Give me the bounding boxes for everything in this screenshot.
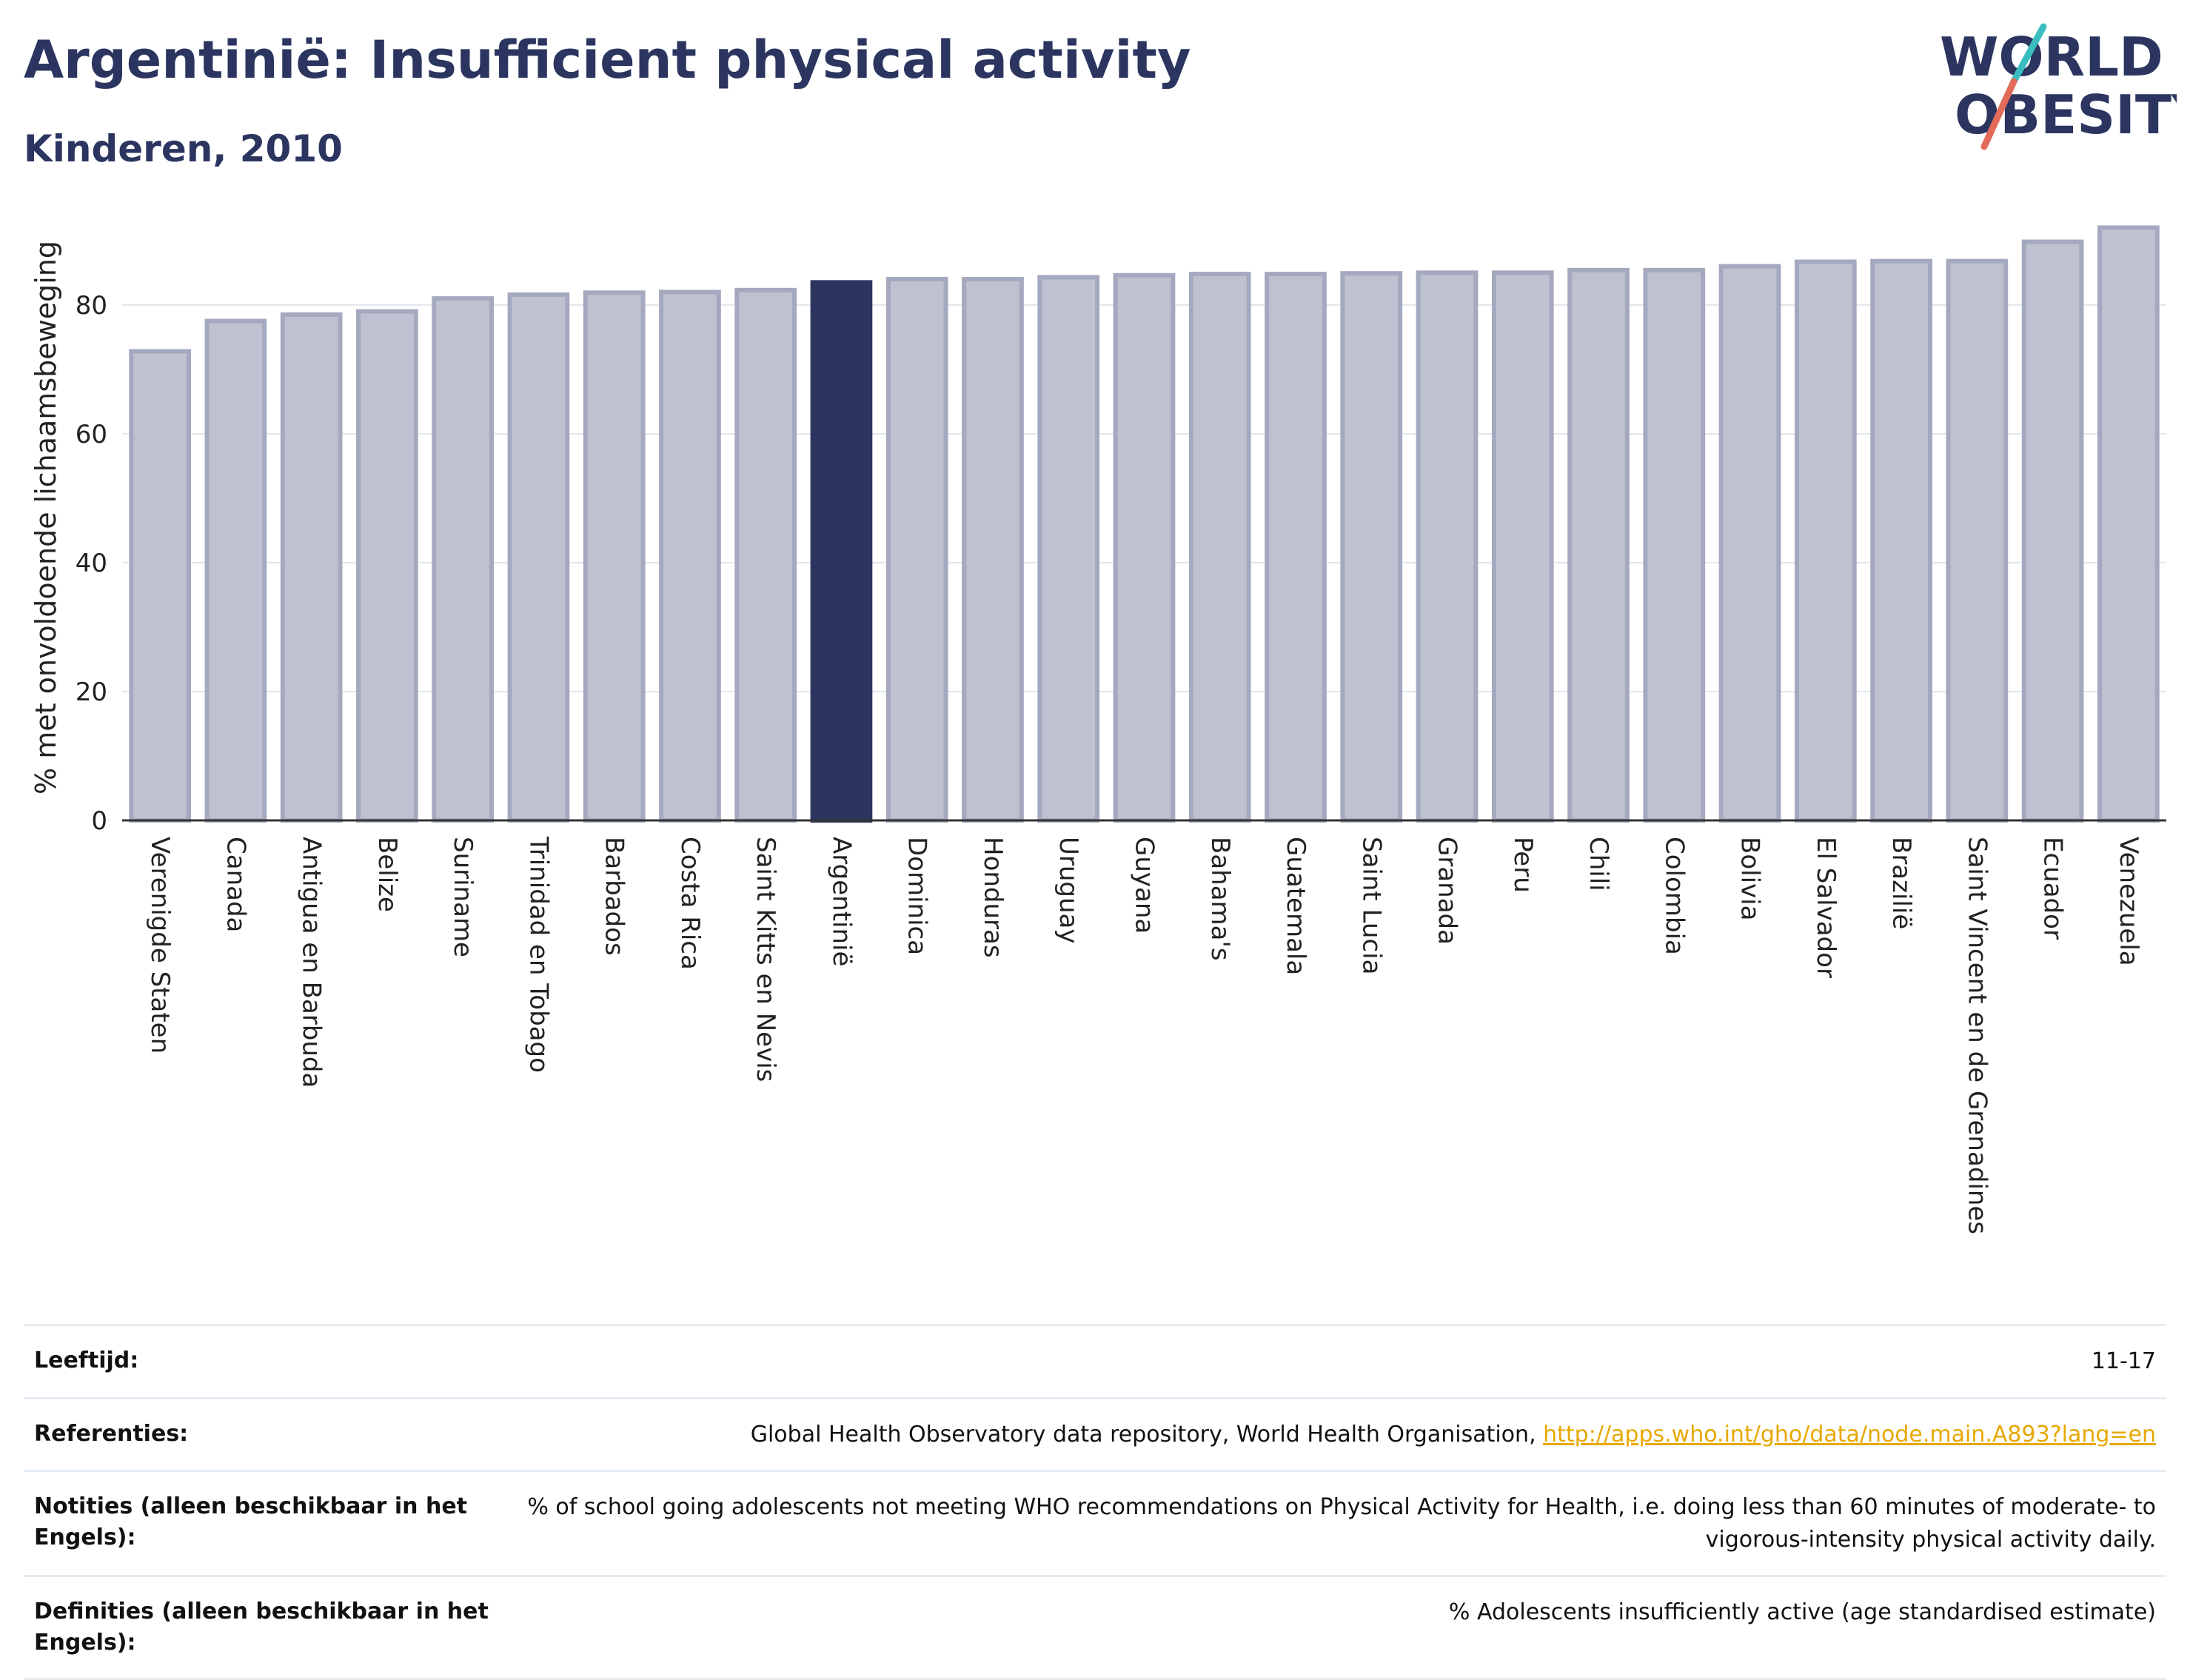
x-tick-label: Trinidad en Tobago bbox=[523, 836, 553, 1073]
x-tick-label: Saint Kitts en Nevis bbox=[751, 837, 780, 1082]
y-tick-label: 80 bbox=[76, 291, 107, 321]
bar-verenigde-staten[interactable] bbox=[129, 349, 191, 823]
meta-row-notes: Notities (alleen beschikbaar in het Enge… bbox=[24, 1470, 2166, 1575]
x-tick-label: Bahama's bbox=[1205, 837, 1235, 961]
world-obesity-logo[interactable]: WORLD OBESITY bbox=[1925, 22, 2190, 155]
meta-value: % of school going adolescents not meetin… bbox=[527, 1494, 2156, 1553]
x-tick-label: Guyana bbox=[1130, 837, 1159, 934]
meta-row-definitions: Definities (alleen beschikbaar in het En… bbox=[24, 1575, 2166, 1680]
meta-value: 11-17 bbox=[2091, 1348, 2156, 1374]
bar-dominica[interactable] bbox=[885, 277, 948, 823]
x-tick-label: Ecuador bbox=[2038, 837, 2068, 940]
x-tick-label: Costa Rica bbox=[675, 837, 705, 970]
bar-saint-lucia[interactable] bbox=[1340, 271, 1403, 823]
y-tick-label: 20 bbox=[76, 677, 107, 707]
y-tick-label: 60 bbox=[76, 420, 107, 449]
x-tick-label: El Salvador bbox=[1811, 837, 1841, 978]
x-tick-label: Dominica bbox=[903, 837, 932, 955]
bar-saint-vincent-en-de-grenadines[interactable] bbox=[1946, 258, 2009, 823]
bar-guatemala[interactable] bbox=[1265, 272, 1327, 823]
bar-brazili-[interactable] bbox=[1870, 258, 1932, 823]
bar-bolivia[interactable] bbox=[1718, 264, 1781, 823]
x-tick-label: Antigua en Barbuda bbox=[297, 837, 327, 1088]
svg-text:OBESITY: OBESITY bbox=[1955, 84, 2177, 146]
x-tick-label: Canada bbox=[221, 837, 250, 932]
x-tick-label: Suriname bbox=[448, 837, 478, 957]
bar-chart: 0 20 40 60 80 % met onvoldoende lichaamsbeweg… bbox=[30, 225, 2166, 1234]
reference-link[interactable]: http://apps.who.int/gho/data/node.main.A… bbox=[1543, 1421, 2156, 1448]
x-tick-label: Honduras bbox=[978, 837, 1008, 958]
reference-text: Global Health Observatory data repositor… bbox=[750, 1421, 1544, 1448]
x-tick-label: Colombia bbox=[1659, 837, 1689, 955]
bar-honduras[interactable] bbox=[962, 277, 1024, 823]
bar-trinidad-en-tobago[interactable] bbox=[507, 292, 570, 823]
bar-granada[interactable] bbox=[1416, 270, 1479, 823]
bar-suriname[interactable] bbox=[432, 296, 495, 823]
x-tick-label: Brazilië bbox=[1886, 837, 1916, 929]
meta-label: Definities (alleen beschikbaar in het En… bbox=[34, 1599, 489, 1656]
svg-text:WORLD: WORLD bbox=[1940, 26, 2163, 88]
y-tick-label: 0 bbox=[91, 806, 107, 836]
bar-barbados[interactable] bbox=[583, 290, 646, 823]
x-tick-label: Bolivia bbox=[1735, 837, 1765, 920]
x-tick-label: Argentinië bbox=[826, 837, 856, 966]
bar-venezuela[interactable] bbox=[2097, 225, 2160, 823]
metadata-table: Leeftijd: 11-17 Referenties: Global Heal… bbox=[24, 1324, 2166, 1680]
x-tick-label: Saint Vincent en de Grenadines bbox=[1962, 837, 1992, 1234]
x-tick-label: Uruguay bbox=[1054, 837, 1083, 944]
x-tick-label: Belize bbox=[372, 837, 402, 912]
x-tick-label: Chili bbox=[1584, 837, 1613, 891]
bar-peru[interactable] bbox=[1491, 270, 1554, 823]
meta-label: Referenties: bbox=[34, 1420, 189, 1447]
x-tick-label: Saint Lucia bbox=[1356, 837, 1386, 974]
bar-ecuador[interactable] bbox=[2021, 239, 2084, 823]
bar-belize[interactable] bbox=[356, 309, 418, 823]
bar-argentini-[interactable] bbox=[810, 280, 873, 823]
bar-antigua-en-barbuda[interactable] bbox=[280, 312, 343, 823]
bar-saint-kitts-en-nevis[interactable] bbox=[734, 287, 797, 823]
x-tick-label: Guatemala bbox=[1281, 837, 1310, 975]
bar-canada[interactable] bbox=[204, 318, 267, 823]
bar-costa-rica[interactable] bbox=[659, 290, 721, 823]
meta-row-references: Referenties: Global Health Observatory d… bbox=[24, 1396, 2166, 1470]
bar-bahama-s[interactable] bbox=[1188, 272, 1251, 823]
bar-guyana[interactable] bbox=[1113, 272, 1176, 823]
meta-value: % Adolescents insufficiently active (age… bbox=[1448, 1599, 2156, 1625]
page-subtitle: Kinderen, 2010 bbox=[24, 127, 343, 170]
meta-label: Notities (alleen beschikbaar in het Enge… bbox=[34, 1493, 468, 1550]
meta-label: Leeftijd: bbox=[34, 1348, 139, 1373]
bar-uruguay[interactable] bbox=[1037, 275, 1100, 823]
bar-chili[interactable] bbox=[1567, 267, 1630, 823]
x-tick-label: Peru bbox=[1508, 837, 1538, 893]
y-tick-label: 40 bbox=[76, 549, 107, 578]
bar-el-salvador[interactable] bbox=[1794, 259, 1857, 823]
meta-row-age: Leeftijd: 11-17 bbox=[24, 1324, 2166, 1397]
y-axis-label: % met onvoldoende lichaamsbeweging bbox=[30, 241, 62, 794]
x-tick-label: Granada bbox=[1433, 837, 1462, 945]
x-tick-label: Verenigde Staten bbox=[145, 837, 175, 1054]
x-tick-label: Venezuela bbox=[2114, 837, 2143, 966]
meta-value: Global Health Observatory data repositor… bbox=[493, 1419, 2156, 1451]
bar-colombia[interactable] bbox=[1643, 267, 1706, 823]
page-title: Argentinië: Insufficient physical activi… bbox=[24, 30, 1191, 90]
world-obesity-logo-graphic: WORLD OBESITY bbox=[1940, 23, 2190, 150]
x-tick-label: Barbados bbox=[600, 837, 629, 956]
